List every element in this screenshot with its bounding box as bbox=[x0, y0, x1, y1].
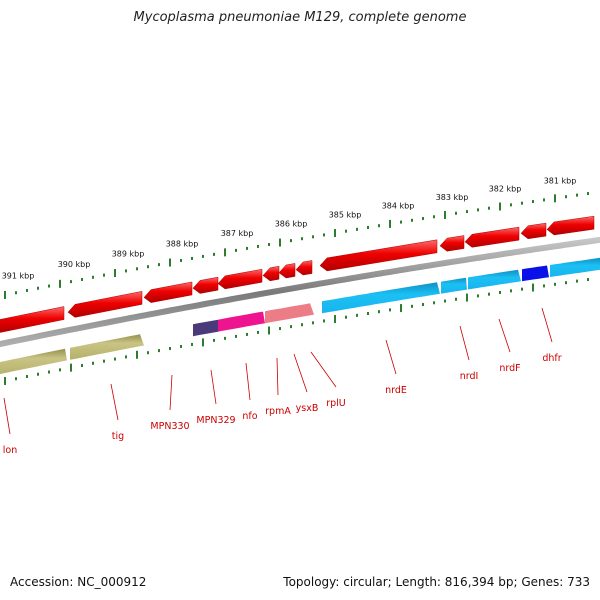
gene-label-rplu: rplU bbox=[326, 398, 346, 409]
gene-arrow-nrde bbox=[319, 239, 438, 272]
gene-label-ysxb: ysxB bbox=[296, 403, 319, 414]
feature-band-lon bbox=[0, 348, 67, 374]
gene-arrow-nrdf bbox=[464, 226, 520, 248]
gene-label-nrde: nrdE bbox=[385, 385, 407, 396]
kbp-tick-label: 384 kbp bbox=[382, 202, 415, 211]
map-title: Mycoplasma pneumoniae M129, complete gen… bbox=[133, 10, 467, 25]
kbp-tick-label: 387 kbp bbox=[221, 229, 254, 238]
gene-leader-line bbox=[245, 362, 251, 401]
feature-band-nrdf bbox=[468, 269, 521, 290]
gene-arrow-tig bbox=[67, 291, 143, 318]
gene-leader-line bbox=[459, 325, 470, 361]
gene-label-mpn329: MPN329 bbox=[196, 415, 235, 426]
gene-label-dhfr: dhfr bbox=[542, 353, 561, 364]
gene-leader-line bbox=[498, 318, 511, 353]
feature-band-tig bbox=[70, 334, 144, 360]
feature-band-rpma bbox=[265, 303, 314, 324]
gene-arrow-dhfr-2 bbox=[546, 215, 595, 236]
gene-leader-line bbox=[210, 369, 217, 405]
gene-leader-line bbox=[169, 374, 173, 411]
feature-band-nrdi bbox=[441, 277, 467, 294]
gene-leader-line bbox=[110, 383, 119, 421]
kbp-tick-label: 382 kbp bbox=[489, 185, 522, 194]
feature-band-dhfr bbox=[522, 265, 549, 282]
kbp-tick-label: 383 kbp bbox=[436, 193, 469, 202]
accession-text: Accession: NC_000912 bbox=[10, 575, 147, 589]
kbp-tick-label: 389 kbp bbox=[112, 250, 145, 259]
gene-leader-line bbox=[3, 397, 11, 435]
gene-arrow-lon bbox=[0, 306, 65, 333]
kbp-tick-label: 388 kbp bbox=[166, 239, 199, 248]
gene-label-tig: tig bbox=[112, 431, 124, 442]
feature-band-nfo bbox=[218, 311, 265, 332]
genome-summary-text: Topology: circular; Length: 816,394 bp; … bbox=[283, 575, 590, 589]
gene-arrow-rpma bbox=[262, 265, 280, 282]
genome-backbone bbox=[0, 236, 600, 348]
gene-leader-line bbox=[385, 339, 397, 375]
kbp-tick-label: 390 kbp bbox=[58, 260, 91, 269]
gene-arrow-mpn329 bbox=[192, 276, 219, 294]
gene-leader-line bbox=[293, 353, 308, 393]
gene-label-lon: lon bbox=[3, 445, 17, 456]
gene-leader-line bbox=[541, 307, 553, 343]
kbp-tick-label: 385 kbp bbox=[329, 210, 362, 219]
kbp-tick-label: 386 kbp bbox=[275, 220, 308, 229]
gene-label-nrdi: nrdI bbox=[460, 371, 479, 382]
kbp-tick-label: 391 kbp bbox=[2, 271, 35, 280]
gene-arrow-dhfr-1 bbox=[520, 222, 547, 240]
gene-leader-line bbox=[276, 357, 279, 396]
feature-band-mpn329 bbox=[193, 319, 218, 337]
feature-band-nrde bbox=[322, 282, 440, 314]
feature-band-end bbox=[550, 257, 600, 277]
gene-label-rpma: rpmA bbox=[265, 406, 291, 417]
gene-arrow-mpn330 bbox=[143, 281, 193, 303]
gene-label-nfo: nfo bbox=[242, 411, 257, 422]
gene-arrow-ysxb bbox=[278, 263, 296, 279]
gene-arrow-rplu bbox=[295, 260, 313, 276]
gene-label-mpn330: MPN330 bbox=[150, 421, 189, 432]
gene-arrow-nrdi bbox=[439, 235, 465, 252]
gene-leader-line bbox=[310, 351, 337, 388]
gene-arrow-nfo bbox=[217, 268, 263, 290]
kbp-tick-label: 381 kbp bbox=[544, 177, 577, 186]
gene-label-nrdf: nrdF bbox=[499, 363, 520, 374]
